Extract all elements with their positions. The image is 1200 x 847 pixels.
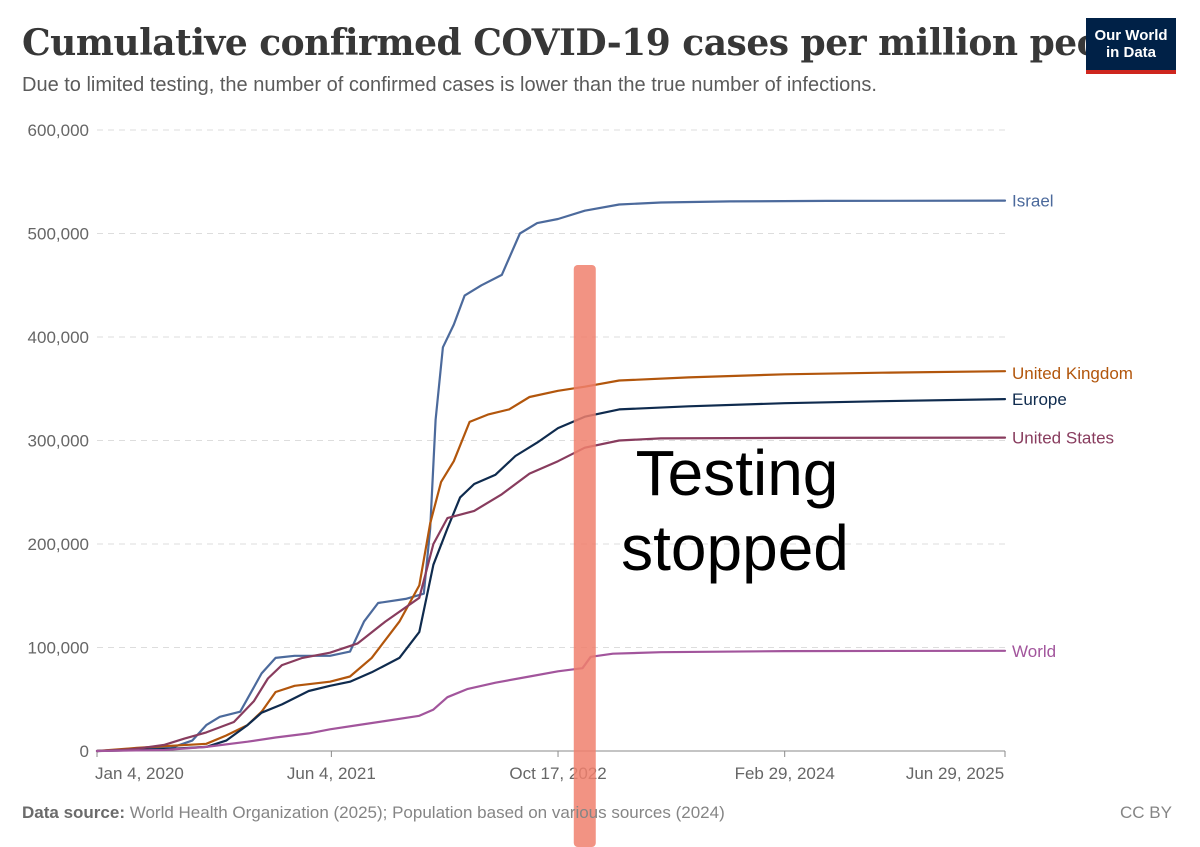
y-tick-label: 200,000	[28, 535, 89, 554]
series-line-world	[95, 649, 1007, 753]
series-line-united-kingdom	[95, 370, 1007, 753]
series-line-israel	[95, 199, 1007, 753]
series-line-united-states	[95, 436, 1007, 753]
y-tick-label: 0	[80, 742, 89, 761]
y-tick-label: 400,000	[28, 328, 89, 347]
owid-logo[interactable]: Our World in Data	[1086, 18, 1176, 74]
logo-line-1: Our World	[1094, 27, 1168, 44]
data-source: Data source: World Health Organization (…	[22, 803, 725, 823]
logo-line-2: in Data	[1105, 44, 1156, 61]
testing-stopped-marker	[573, 265, 596, 847]
series-lines: Israel United Kingdom Europe United States W…	[95, 192, 1133, 753]
y-tick-label: 600,000	[28, 121, 89, 140]
chart-subtitle: Due to limited testing, the number of co…	[22, 74, 877, 96]
series-line-europe	[95, 398, 1007, 753]
y-tick-label: 500,000	[28, 225, 89, 244]
annotation-line-1: Testing	[636, 437, 839, 509]
series-label-israel: Israel	[1012, 192, 1054, 211]
x-tick-label: Jun 29, 2025	[906, 764, 1004, 783]
license-link[interactable]: CC BY	[1120, 803, 1172, 822]
series-label-united-kingdom: United Kingdom	[1012, 364, 1133, 383]
x-tick-label: Jun 4, 2021	[287, 764, 376, 783]
x-tick-label: Feb 29, 2024	[735, 764, 835, 783]
chart-title: Cumulative confirmed COVID-19 cases per …	[22, 22, 1161, 64]
data-source-text: World Health Organization (2025); Popula…	[129, 803, 725, 822]
y-tick-label: 100,000	[28, 639, 89, 658]
data-source-label: Data source:	[22, 803, 125, 822]
annotation-line-2: stopped	[621, 512, 849, 584]
axes: 0 100,000 200,000 300,000 400,000 500,000 600,…	[28, 121, 1006, 783]
gridlines	[97, 129, 1005, 648]
annotation-layer: Testing stopped	[573, 265, 849, 847]
logo-accent-bar	[1086, 70, 1176, 74]
series-label-europe: Europe	[1012, 390, 1067, 409]
y-tick-label: 300,000	[28, 432, 89, 451]
x-tick-label: Jan 4, 2020	[95, 764, 184, 783]
series-label-united-states: United States	[1012, 429, 1114, 448]
series-label-world: World	[1012, 642, 1056, 661]
